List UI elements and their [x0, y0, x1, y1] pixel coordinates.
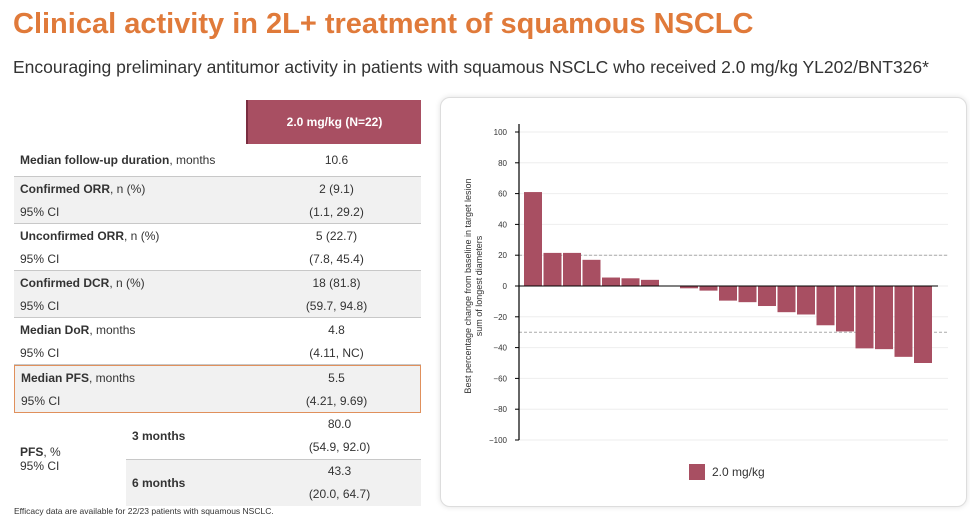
y-tick-label: 60: [498, 190, 507, 199]
bar: [914, 286, 932, 363]
bar: [758, 286, 776, 307]
bar: [582, 259, 601, 286]
ci-value: (4.11, NC): [309, 345, 364, 360]
row-label: Confirmed ORR: [20, 181, 110, 196]
row-label: Unconfirmed ORR: [20, 228, 125, 243]
bar: [894, 286, 913, 357]
footnote: Efficacy data are available for 22/23 pa…: [14, 506, 274, 516]
ci-label: 95% CI: [20, 204, 60, 219]
ci-label: 95% CI: [21, 393, 61, 408]
value: 10.6: [324, 153, 349, 167]
row-followup: Median follow-up duration, months 10.6: [14, 144, 421, 177]
ci-value: (1.1, 29.2): [309, 204, 364, 219]
bar: [797, 286, 815, 315]
bar: [621, 278, 640, 286]
bar: [602, 277, 620, 286]
y-tick-label: −40: [493, 344, 507, 353]
row-label-suffix: , months: [89, 322, 136, 337]
y-tick-label: −100: [489, 436, 508, 445]
table-row-group: Confirmed DCR, n (%) 18 (81.8) 95% CI (59.…: [14, 271, 421, 318]
row-value: 18 (81.8): [312, 275, 361, 290]
table-row-group: Confirmed ORR, n (%) 2 (9.1) 95% CI (1.1, …: [14, 177, 421, 224]
page-title: Clinical activity in 2L+ treatment of sq…: [13, 8, 754, 40]
pfs-ci-label: 95% CI: [20, 459, 60, 473]
page-subtitle: Encouraging preliminary antitumor activi…: [13, 57, 929, 77]
row-label-suffix: , months: [89, 370, 136, 385]
bar: [777, 286, 796, 313]
bar: [524, 192, 542, 286]
pfs-6m-ci: (20.0, 64.7): [308, 487, 371, 501]
bar: [641, 279, 659, 286]
table-row-group: Median DoR, months 4.8 95% CI (4.11, NC): [14, 318, 421, 365]
ci-value: (7.8, 45.4): [309, 251, 364, 266]
table-row-group: Median PFS, months 5.5 95% CI (4.21, 9.69): [14, 365, 421, 413]
bar: [836, 286, 854, 332]
waterfall-chart-panel: 100 80 60 40 20 0 −20 −40 −60 −80 −100 Best percent…: [440, 97, 967, 507]
table-row-group: Unconfirmed ORR, n (%) 5 (22.7) 95% CI (7.…: [14, 224, 421, 271]
y-tick-label: 40: [498, 220, 507, 229]
legend-label: 2.0 mg/kg: [712, 465, 765, 479]
ci-label: 95% CI: [20, 345, 60, 360]
y-axis-label: Best percentage change from baseline in …: [463, 178, 484, 393]
row-label: Median DoR: [20, 322, 90, 337]
pfs-6m-value: 43.3: [327, 464, 352, 478]
label: Median follow-up duration: [20, 153, 170, 167]
y-tick-label: −80: [493, 405, 507, 414]
row-label-suffix: , n (%): [110, 181, 146, 196]
y-tick-label: 20: [498, 251, 507, 260]
pfs-3m-value: 80.0: [327, 417, 352, 431]
bar: [680, 286, 698, 289]
bar: [875, 286, 893, 350]
row-label: Median PFS: [21, 370, 90, 385]
ci-value: (4.21, 9.69): [305, 393, 368, 408]
bar: [719, 286, 737, 301]
row-value: 5 (22.7): [315, 228, 358, 243]
pfs-6m-label: 6 months: [132, 476, 186, 490]
row-label: Confirmed DCR: [20, 275, 110, 290]
bar: [855, 286, 874, 349]
bar: [699, 286, 718, 291]
pfs-label: PFS: [20, 445, 44, 459]
column-header: 2.0 mg/kg (N=22): [246, 100, 421, 144]
ci-label: 95% CI: [20, 251, 60, 266]
pfs-3m-ci: (54.9, 92.0): [308, 440, 371, 454]
y-tick-label: 80: [498, 159, 507, 168]
ci-value: (59.7, 94.8): [305, 298, 368, 313]
pfs-label-suffix: , %: [43, 445, 61, 459]
label-suffix: , months: [169, 153, 216, 167]
y-tick-label: −60: [493, 374, 507, 383]
waterfall-chart: 100 80 60 40 20 0 −20 −40 −60 −80 −100 Best percent…: [463, 124, 948, 480]
row-value: 4.8: [328, 322, 345, 337]
bar: [816, 286, 835, 326]
row-label-suffix: , n (%): [124, 228, 160, 243]
bar: [563, 252, 581, 286]
bar: [543, 252, 562, 286]
pfs-block: PFS, % 95% CI 3 months 80.0 (54.9, 92.0) 6 …: [14, 413, 421, 506]
y-tick-label: 100: [494, 128, 508, 137]
legend-swatch: [689, 464, 705, 480]
y-tick-label: −20: [493, 313, 507, 322]
efficacy-table: 2.0 mg/kg (N=22) Median follow-up durati…: [14, 100, 421, 506]
row-value: 5.5: [328, 370, 345, 385]
y-tick-label: 0: [503, 282, 508, 291]
ci-label: 95% CI: [20, 298, 60, 313]
row-value: 2 (9.1): [319, 181, 354, 196]
row-label-suffix: , n (%): [109, 275, 145, 290]
pfs-3m-label: 3 months: [132, 429, 186, 443]
bar: [738, 286, 757, 303]
